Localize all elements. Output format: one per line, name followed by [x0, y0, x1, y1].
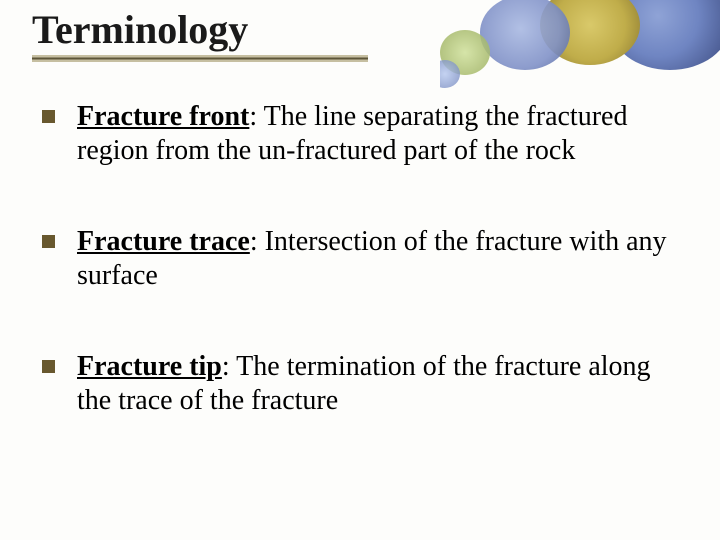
page-title: Terminology	[32, 6, 368, 53]
list-item-text: Fracture tip: The termination of the fra…	[77, 350, 678, 417]
term: Fracture trace	[77, 226, 250, 257]
list-item-text: Fracture trace: Intersection of the frac…	[77, 225, 678, 292]
square-bullet-icon	[42, 235, 55, 248]
list-item: Fracture tip: The termination of the fra…	[42, 350, 678, 417]
square-bullet-icon	[42, 360, 55, 373]
square-bullet-icon	[42, 110, 55, 123]
floral-decoration	[440, 0, 720, 95]
term: Fracture tip	[77, 351, 222, 382]
term: Fracture front	[77, 101, 249, 132]
title-block: Terminology	[32, 6, 368, 62]
list-item: Fracture trace: Intersection of the frac…	[42, 225, 678, 292]
list-item-text: Fracture front: The line separating the …	[77, 100, 678, 167]
list-item: Fracture front: The line separating the …	[42, 100, 678, 167]
content-area: Fracture front: The line separating the …	[42, 100, 678, 476]
title-underline	[32, 55, 368, 62]
